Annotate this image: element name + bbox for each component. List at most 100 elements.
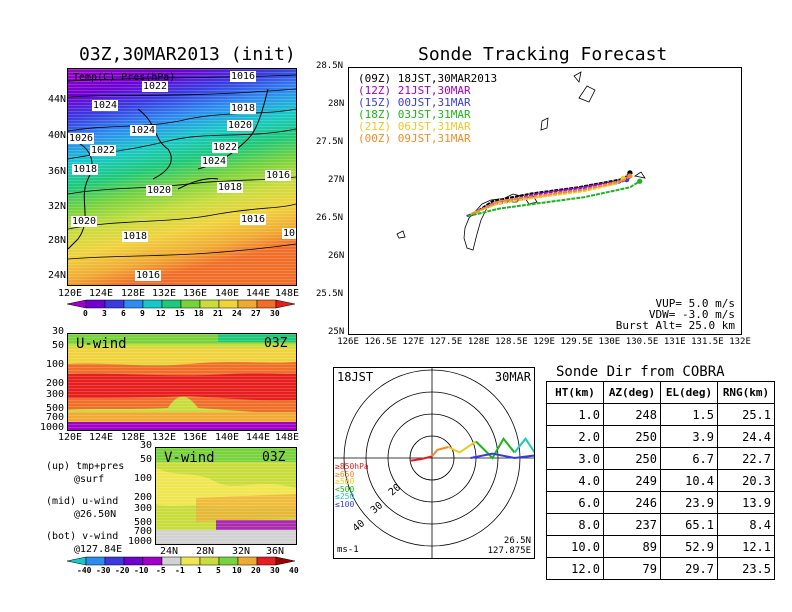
track-x-tick: 131.5E: [691, 337, 724, 347]
note-line: @26.50N: [74, 509, 117, 520]
uwind-y-tick: 500: [46, 403, 65, 415]
track-y-tick: 28N: [328, 99, 345, 109]
wind-colorbar-tick: 10: [232, 566, 242, 575]
uwind-x-tick: 136E: [183, 432, 208, 443]
track-y-tick: 25N: [328, 327, 345, 337]
isobar-label: 1018: [122, 231, 149, 242]
left-panel-title: 03Z,30MAR2013 (init): [79, 44, 296, 65]
hodograph-lon: 127.875E: [487, 546, 531, 556]
temp-colorbar-swatch: [161, 299, 182, 309]
wind-colorbar-tick: 20: [251, 566, 261, 575]
hodograph-segment: [475, 436, 516, 460]
wind-colorbar-swatch: [275, 556, 296, 566]
isobar-label: 1016: [265, 170, 292, 181]
uwind-y-tick: 1000: [40, 422, 65, 433]
legend-code: (12Z): [358, 84, 398, 97]
temp-colorbar-tick: 15: [175, 309, 185, 318]
temp-map-lat-tick: 24N: [48, 270, 67, 281]
table-row: 6.0 246 23.9 13.9: [546, 491, 775, 514]
hodograph-ring-label: 20: [387, 482, 403, 498]
wind-colorbar-swatch: [123, 556, 144, 566]
table-cell: 52.9: [660, 535, 718, 558]
legend-text: 06JST,31MAR: [397, 120, 471, 133]
wind-colorbar-swatch: [161, 556, 182, 566]
temp-map-lat-tick: 28N: [48, 235, 67, 246]
legend-code: (18Z): [358, 108, 398, 121]
wind-colorbar-tick: -20: [115, 566, 130, 575]
track-x-tick: 126.5E: [364, 337, 397, 347]
table-row: 12.0 79 29.7 23.5: [546, 557, 775, 580]
track-series-line: [467, 180, 641, 218]
temp-map-lon-tick: 124E: [89, 288, 114, 299]
pressure-legend-item: ≥650: [335, 469, 355, 479]
temp-map-lon-tick: 140E: [215, 288, 240, 299]
vwind-label: V-wind: [164, 450, 215, 466]
temp-colorbar-tick: 24: [232, 309, 242, 318]
table-cell: 4.0: [546, 469, 604, 492]
uwind-y-tick: 50: [52, 339, 65, 351]
uwind-x-tick: 124E: [89, 432, 114, 443]
table-cell: 250: [603, 425, 661, 448]
table-row: 2.0 250 3.9 24.4: [546, 425, 775, 448]
table-cell: 246: [603, 491, 661, 514]
legend-text: 21JST,30MAR: [397, 84, 471, 97]
track-legend-item: (18Z) 03JST,31MAR: [358, 109, 497, 121]
table-cell: 10.0: [546, 535, 604, 558]
uwind-y-tick: 30: [52, 326, 65, 337]
vwind-y-tick: 700: [134, 526, 153, 538]
hodograph-segment: [409, 455, 433, 462]
notes: (up) tmp+pres @surf (mid) u-wind @26.50N…: [46, 460, 124, 556]
wind-colorbar-tick: 1: [197, 566, 202, 575]
track-x-tick: 129.5E: [560, 337, 593, 347]
table-cell: 10.4: [660, 469, 718, 492]
wind-colorbar-swatch: [104, 556, 125, 566]
track-legend-item: (12Z) 21JST,30MAR: [358, 85, 497, 97]
vwind-x-tick: 32N: [232, 546, 251, 557]
temp-map-lon-tick: 132E: [152, 288, 177, 299]
uwind-y-tick: 300: [46, 389, 65, 401]
note-line: (bot) v-wind: [46, 531, 119, 542]
track-x-tick: 130.5E: [625, 337, 659, 347]
tracking-map: (09Z) 18JST,30MAR2013 (12Z) 21JST,30MAR (1…: [348, 67, 742, 335]
wind-colorbar-swatch: [218, 556, 239, 566]
table-header-row: HT(km) AZ(deg) EL(deg) RNG(km): [546, 381, 775, 404]
temp-map-label: Temp(C) Pres(hPa): [73, 72, 176, 83]
uwind-y-tick: 700: [46, 412, 65, 424]
table-header-cell: HT(km): [546, 381, 604, 404]
pressure-legend: ≥850hPa ≥650 ≥500 <500 ≤250 ≤100: [335, 463, 369, 508]
table-cell: 20.3: [717, 469, 775, 492]
track-legend: (09Z) 18JST,30MAR2013 (12Z) 21JST,30MAR (1…: [358, 73, 497, 145]
temp-pressure-map: Temp(C) Pres(hPa) 1016 1022 1024 1018 10…: [67, 68, 297, 286]
table-cell: 250: [603, 447, 661, 470]
table-cell: 22.7: [717, 447, 775, 470]
temp-map-lon-tick: 128E: [121, 288, 146, 299]
temp-map-lat-tick: 32N: [48, 201, 67, 212]
temp-colorbar-swatch: [123, 299, 144, 309]
table-cell: 3.9: [660, 425, 718, 448]
table-cell: 29.7: [660, 557, 718, 580]
vwind-y-tick: 200: [134, 491, 153, 503]
note-line: (mid) u-wind: [46, 496, 119, 507]
wind-colorbar-swatch: [142, 556, 163, 566]
wind-colorbar-swatch: [85, 556, 106, 566]
legend-text: 09JST,31MAR: [397, 132, 471, 145]
table-cell: 1.0: [546, 403, 604, 426]
vwind-y-tick: 300: [134, 503, 153, 515]
isobar-label: 1020: [227, 120, 254, 131]
table-cell: 89: [603, 535, 661, 558]
uwind-x-tick: 132E: [152, 432, 177, 443]
track-y-tick: 25.5N: [316, 289, 344, 299]
sonde-dir-table: HT(km) AZ(deg) EL(deg) RNG(km) 1.0 248 1.5 25.…: [546, 381, 775, 580]
isobar-label: 1026: [68, 133, 95, 144]
hodograph-lat: 26.5N: [503, 536, 531, 546]
legend-code: (00Z): [358, 132, 398, 145]
temp-colorbar-tick: 0: [83, 309, 88, 318]
vwind-time: 03Z: [262, 450, 286, 465]
isobar-label: 1022: [212, 142, 239, 153]
legend-code: (09Z): [358, 72, 398, 85]
legend-code: (15Z): [358, 96, 398, 109]
isobar-label: 1022: [142, 81, 169, 92]
table-cell: 25.1: [717, 403, 775, 426]
table-cell: 8.4: [717, 513, 775, 536]
